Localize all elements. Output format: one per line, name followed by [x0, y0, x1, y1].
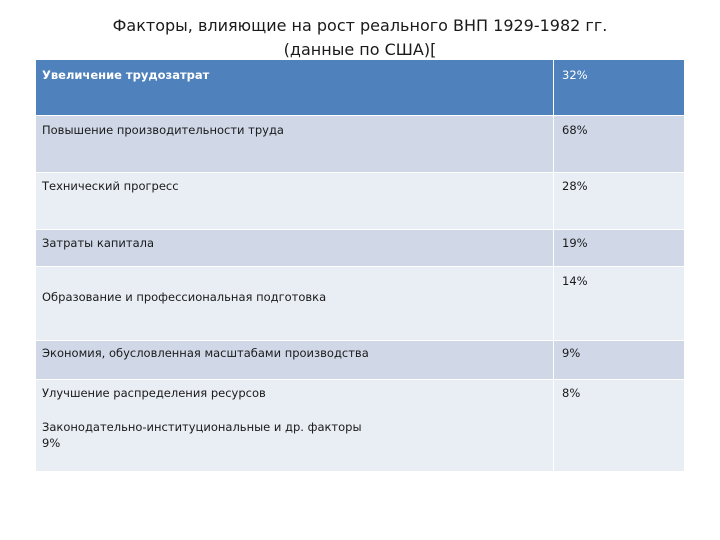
- row-label: Технический прогресс: [42, 179, 179, 193]
- header-label: Увеличение трудозатрат: [42, 68, 210, 82]
- row-value: 28%: [562, 179, 588, 193]
- title-line-1: Факторы, влияющие на рост реального ВНП …: [112, 16, 608, 35]
- row-label: Затраты капитала: [42, 236, 155, 250]
- row-value: 8%: [562, 386, 581, 400]
- row-value: 9%: [562, 346, 581, 360]
- row-label: Повышение производительности труда: [42, 123, 284, 137]
- growth-factors-table: Увеличение трудозатрат 32% Повышение про…: [36, 60, 684, 471]
- row-label: Образование и профессиональная подготовк…: [42, 290, 327, 304]
- table-row: Экономия, обусловленная масштабами произ…: [36, 340, 684, 379]
- row-value: 19%: [562, 236, 588, 250]
- table-row: Затраты капитала 19%: [36, 229, 684, 266]
- slide-title: Факторы, влияющие на рост реального ВНП …: [0, 14, 720, 62]
- row-label: Экономия, обусловленная масштабами произ…: [42, 346, 369, 360]
- row-value: 14%: [562, 274, 588, 288]
- table-row: Образование и профессиональная подготовк…: [36, 266, 684, 340]
- table-row: Улучшение распределения ресурсов Законод…: [36, 379, 684, 471]
- header-value: 32%: [562, 68, 588, 82]
- table-row: Технический прогресс 28%: [36, 172, 684, 229]
- row-value: 68%: [562, 123, 588, 137]
- title-line-2: (данные по США)[: [283, 40, 437, 59]
- table-row: Повышение производительности труда 68%: [36, 115, 684, 172]
- extra-factor-label: Законодательно-институциональные и др. ф…: [42, 420, 362, 434]
- extra-factor-value: 9%: [42, 436, 61, 450]
- row-label: Улучшение распределения ресурсов: [42, 386, 266, 400]
- table-header-row: Увеличение трудозатрат 32%: [36, 60, 684, 115]
